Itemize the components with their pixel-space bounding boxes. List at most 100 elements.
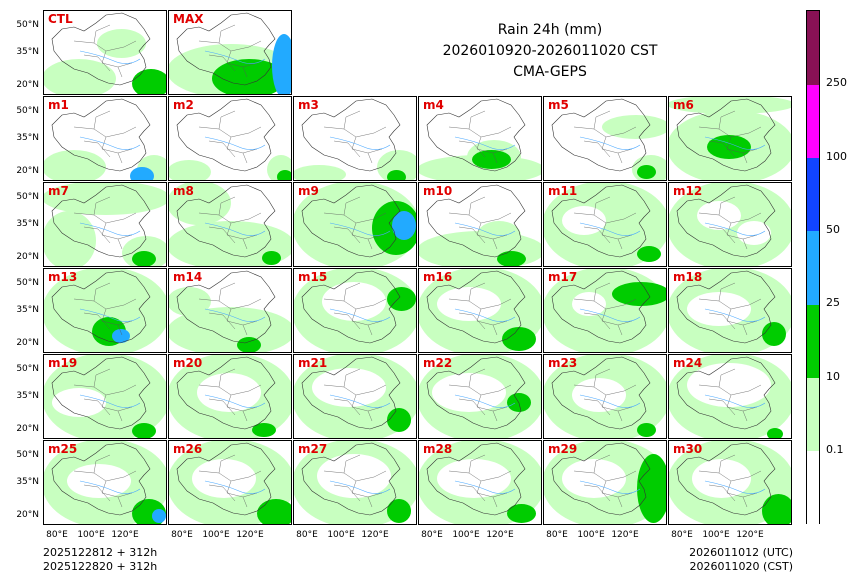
country-border	[426, 442, 526, 516]
province-border	[83, 226, 111, 244]
river	[329, 136, 391, 150]
lon-tick-label: 120°E	[236, 530, 264, 540]
river	[454, 308, 516, 322]
lon-tick-label: 100°E	[327, 530, 355, 540]
river	[329, 308, 391, 322]
province-border	[355, 470, 387, 482]
rain-area	[44, 150, 106, 180]
rain-area	[44, 269, 166, 352]
colorbar-tick-label: 100	[826, 149, 847, 163]
river	[579, 308, 641, 322]
colorbar-segment	[807, 304, 819, 378]
map-canvas	[44, 12, 166, 94]
rain-area	[132, 251, 156, 266]
country-border	[551, 356, 651, 430]
river	[454, 394, 516, 408]
province-border	[105, 40, 137, 52]
rain-area	[130, 167, 154, 180]
province-border	[492, 152, 498, 164]
map-panel-m15: m15	[293, 268, 417, 353]
map-panel-m6: m6	[668, 96, 792, 181]
panel-label: m17	[548, 270, 578, 284]
map-canvas	[669, 441, 791, 524]
rain-area	[762, 322, 786, 346]
province-border	[355, 126, 387, 138]
province-border	[218, 110, 236, 130]
province-border	[367, 152, 373, 164]
rain-area	[97, 29, 146, 58]
province-border	[367, 496, 373, 508]
country-border	[301, 442, 401, 516]
province-border	[742, 496, 748, 508]
province-border	[117, 410, 123, 422]
rain-area	[392, 211, 416, 240]
rain-area	[707, 135, 751, 159]
province-border	[730, 212, 762, 224]
river	[579, 480, 641, 494]
panel-label: m13	[48, 270, 78, 284]
country-border	[426, 270, 526, 344]
province-border	[617, 496, 623, 508]
colorbar-tick-label: 25	[826, 296, 840, 310]
panel-label: m29	[548, 442, 578, 456]
province-border	[492, 238, 498, 250]
rain-area	[152, 509, 166, 523]
rain-area	[387, 499, 411, 523]
lon-tick-label: 100°E	[77, 530, 105, 540]
province-border	[708, 312, 736, 330]
river	[454, 222, 516, 236]
province-border	[742, 152, 748, 164]
province-border	[198, 126, 232, 150]
rain-area	[257, 499, 291, 524]
province-border	[468, 110, 486, 130]
river	[329, 222, 391, 236]
province-border	[93, 110, 111, 130]
province-border	[117, 496, 123, 508]
lon-tick-label: 100°E	[452, 530, 480, 540]
province-border	[480, 212, 512, 224]
lat-tick-label: 35°N	[16, 305, 39, 315]
panel-label: m16	[423, 270, 453, 284]
province-border	[343, 282, 361, 302]
map-canvas	[169, 183, 291, 266]
rain-area	[687, 292, 751, 326]
rain-area	[44, 355, 166, 438]
river	[204, 222, 266, 236]
river	[579, 394, 641, 408]
map-canvas	[44, 441, 166, 524]
province-border	[367, 410, 373, 422]
map-panel-m28: m28	[418, 440, 542, 525]
province-border	[480, 470, 512, 482]
river	[204, 136, 266, 150]
province-border	[593, 110, 611, 130]
province-border	[218, 454, 236, 474]
province-border	[242, 496, 248, 508]
province-border	[708, 398, 736, 416]
map-canvas	[669, 355, 791, 438]
province-border	[242, 152, 248, 164]
lon-tick-label: 80°E	[421, 530, 443, 540]
rain-area	[212, 59, 286, 94]
province-border	[492, 410, 498, 422]
province-border	[605, 384, 637, 396]
rain-area	[192, 459, 256, 498]
province-border	[617, 324, 623, 336]
map-canvas	[169, 12, 291, 94]
map-canvas	[169, 355, 291, 438]
map-panel-m4: m4	[418, 96, 542, 181]
province-border	[218, 368, 236, 388]
rain-area	[277, 170, 291, 180]
map-panel-m26: m26	[168, 440, 292, 525]
province-border	[117, 152, 123, 164]
province-border	[458, 484, 486, 502]
province-border	[730, 384, 762, 396]
colorbar-segment	[807, 450, 819, 525]
colorbar-segment	[807, 157, 819, 232]
map-panel-m19: m19	[43, 354, 167, 439]
province-border	[93, 454, 111, 474]
province-border	[105, 384, 137, 396]
province-border	[593, 196, 611, 216]
lat-tick-label: 50°N	[16, 450, 39, 460]
province-border	[617, 410, 623, 422]
country-border	[176, 184, 276, 258]
